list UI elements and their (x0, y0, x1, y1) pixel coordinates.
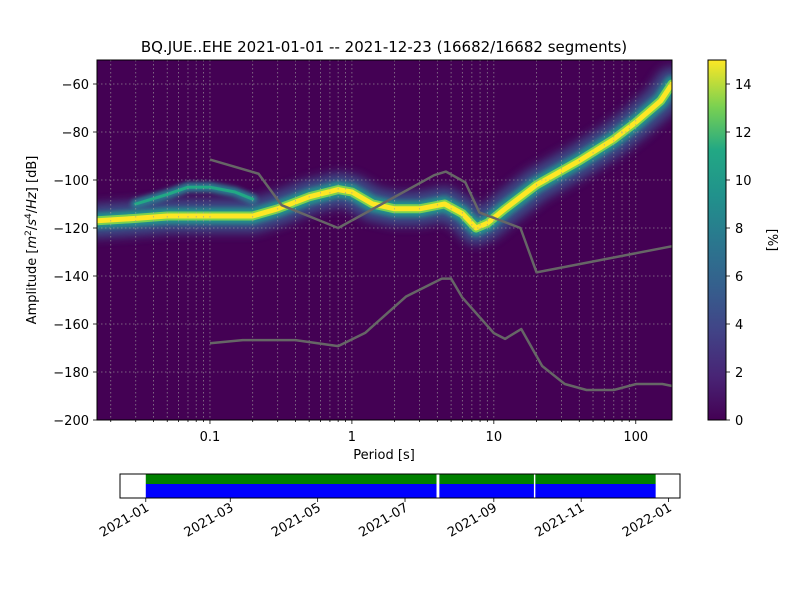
colorbar-tick-label: 4 (735, 318, 743, 333)
timeline-segments (145, 474, 656, 498)
timeline-tick-label: 2021-07 (356, 500, 411, 540)
y-axis: −60 −80 −100 −120 −140 −160 −180 −200 (53, 78, 97, 429)
colorbar-tick-label: 10 (735, 174, 752, 189)
coverage-segment-top (439, 474, 534, 484)
colorbar-gradient (708, 60, 726, 420)
colorbar-tick-label: 14 (735, 78, 752, 93)
coverage-timeline: 2021-01 2021-03 2021-05 2021-07 2021-09 2021-… (97, 473, 681, 541)
series-nlnm (209, 277, 672, 392)
coverage-segment-bottom (535, 484, 656, 498)
coverage-segment-top (535, 474, 656, 484)
y-label-part: / (25, 208, 40, 213)
y-tick-label: −200 (53, 414, 89, 429)
timeline-tick-label: 2022-01 (620, 500, 675, 540)
y-label-part: / (25, 225, 40, 230)
timeline-tick-label: 2021-11 (533, 500, 588, 540)
y-tick-label: −100 (53, 174, 89, 189)
y-tick-label: −140 (53, 270, 89, 285)
colorbar-tick-label: 12 (735, 126, 752, 141)
x-axis: 0.1 1 10 100 (110, 420, 648, 445)
y-tick-label: −60 (62, 78, 89, 93)
timeline-tick-label: 2021-01 (97, 500, 152, 540)
colorbar-label: [%] (764, 229, 779, 252)
chart-title: BQ.JUE..EHE 2021-01-01 -- 2021-12-23 (16… (141, 38, 627, 56)
colorbar-tick-label: 8 (735, 222, 743, 237)
y-label-part: 2 (24, 230, 34, 236)
coverage-segment-bottom (145, 484, 437, 498)
x-tick-label: 0.1 (200, 430, 221, 445)
y-label-part: Amplitude [ (25, 249, 40, 325)
x-axis-label: Period [s] (353, 448, 415, 463)
colorbar-tick-label: 2 (735, 366, 743, 381)
noise-model-layer (209, 158, 672, 392)
x-tick-label: 10 (486, 430, 503, 445)
colorbar-tick-label: 0 (735, 414, 743, 429)
plot-frame (96, 59, 673, 421)
x-tick-label: 100 (623, 430, 648, 445)
y-label-part: ] [dB] (25, 156, 40, 193)
y-label-part: Hz (25, 191, 40, 209)
colorbar-frame (707, 59, 727, 421)
density-secondary-core (134, 185, 255, 206)
series-nhnm (209, 158, 672, 274)
timeline-tick-label: 2021-09 (445, 500, 500, 540)
y-label-part: s (25, 219, 40, 226)
colorbar-ticks: 0 2 4 6 8 10 12 14 (726, 78, 752, 429)
grid-layer (97, 60, 672, 420)
plot-background (97, 60, 672, 420)
y-tick-label: −180 (53, 366, 89, 381)
colorbar: 0 2 4 6 8 10 12 14 [%] (707, 59, 779, 429)
coverage-segment-top (145, 474, 437, 484)
y-label-part: m (25, 236, 40, 249)
y-tick-label: −120 (53, 222, 89, 237)
ppsd-plot: 0.1 1 10 100 −60 −80 −100 −120 −140 −160 −180 −200… (24, 59, 673, 463)
timeline-tick-label: 2021-03 (182, 500, 237, 540)
coverage-segment-bottom (439, 484, 534, 498)
y-label-part: 4 (24, 213, 34, 219)
y-tick-label: −80 (62, 126, 89, 141)
timeline-axis: 2021-01 2021-03 2021-05 2021-07 2021-09 2021-… (97, 498, 675, 541)
x-tick-label: 1 (348, 430, 356, 445)
timeline-tick-label: 2021-05 (269, 500, 324, 540)
y-axis-label: Amplitude [m2/s4/Hz] [dB] (24, 156, 40, 325)
colorbar-tick-label: 6 (735, 270, 743, 285)
timeline-frame (119, 473, 681, 499)
y-tick-label: −160 (53, 318, 89, 333)
